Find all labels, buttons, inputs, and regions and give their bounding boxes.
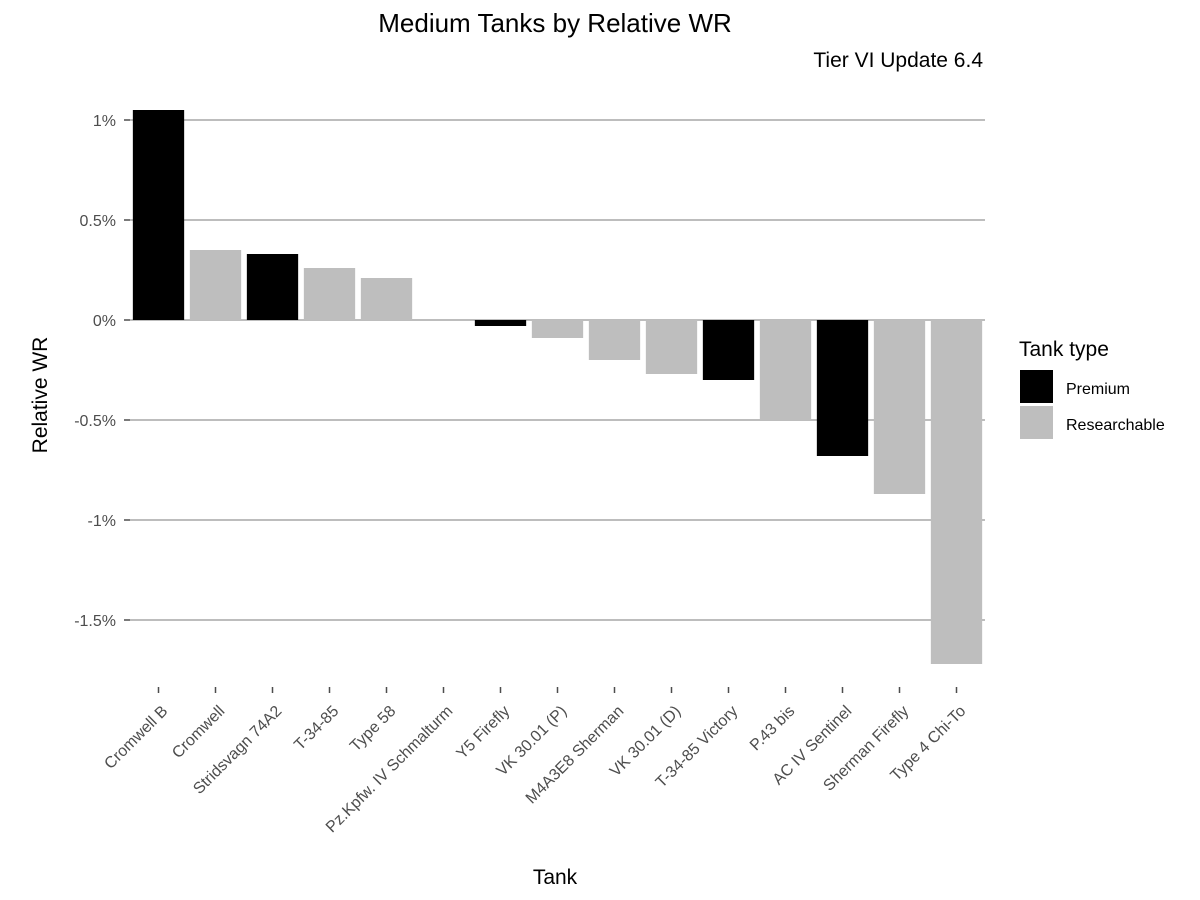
bar (588, 320, 641, 360)
bar (303, 268, 356, 320)
x-tick-label: M4A3E8 Sherman (523, 703, 627, 807)
bar (759, 320, 812, 420)
y-tick-label: -1% (88, 513, 116, 530)
bars (132, 110, 983, 664)
bar (702, 320, 755, 380)
x-tick-label: P.43 bis (747, 703, 798, 754)
legend-label: Researchable (1066, 417, 1165, 434)
y-tick-label: -1.5% (74, 613, 116, 630)
y-axis-title: Relative WR (29, 337, 52, 454)
bar (132, 110, 185, 320)
y-tick-label: -0.5% (74, 413, 116, 430)
bar (360, 278, 413, 320)
bar (873, 320, 926, 494)
y-tick-label: 0.5% (80, 213, 116, 230)
legend-swatch (1020, 370, 1053, 403)
legend: Tank type Premium Researchable (1019, 338, 1165, 439)
legend-swatch (1020, 406, 1053, 439)
y-axis: 1% 0.5% 0% -0.5% -1% -1.5% (74, 113, 130, 630)
chart-subtitle: Tier VI Update 6.4 (813, 49, 983, 72)
bar (474, 320, 527, 326)
legend-label: Premium (1066, 381, 1130, 398)
chart-title: Medium Tanks by Relative WR (378, 8, 732, 38)
x-axis-title: Tank (533, 866, 578, 889)
bar (246, 254, 299, 320)
x-tick-label: T-34-85 (291, 703, 342, 754)
x-tick-label: Cromwell (169, 703, 228, 762)
x-tick-label: Cromwell B (101, 703, 171, 773)
bar (189, 250, 242, 320)
bar (930, 320, 983, 664)
bar (531, 320, 584, 338)
legend-title: Tank type (1019, 338, 1109, 361)
bar (816, 320, 869, 456)
y-tick-label: 1% (93, 113, 116, 130)
y-tick-label: 0% (93, 313, 116, 330)
bar (645, 320, 698, 374)
x-tick-label: Y5 Firefly (454, 703, 514, 763)
x-tick-label: Type 58 (347, 703, 399, 755)
